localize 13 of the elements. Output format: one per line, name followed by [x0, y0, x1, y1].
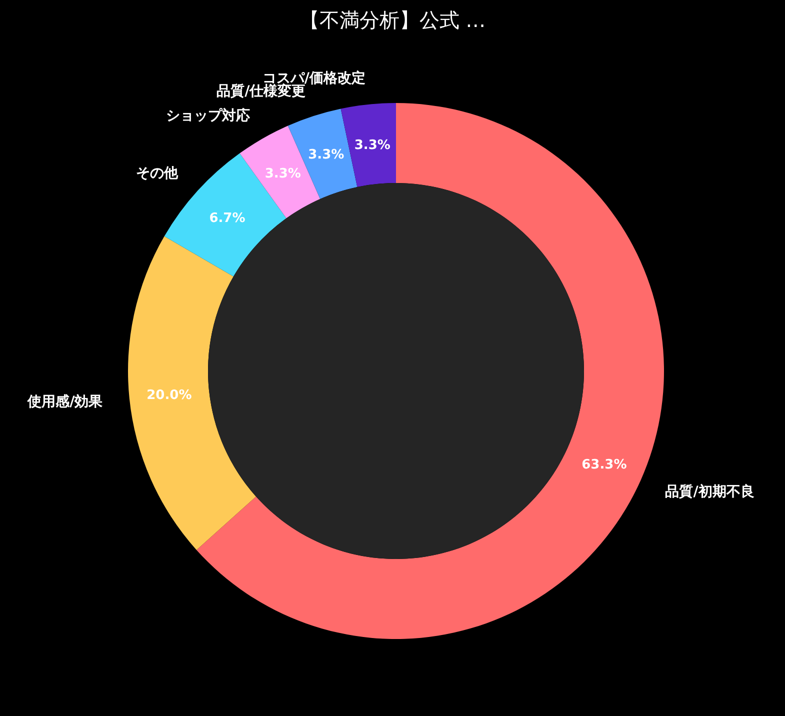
slice-label: 使用感/効果: [26, 394, 104, 410]
data-label: 3.3%: [264, 166, 301, 182]
slice-label: 品質/初期不良: [665, 483, 754, 500]
data-label: 20.0%: [146, 388, 192, 403]
data-label: 3.3%: [308, 148, 344, 163]
data-label: 3.3%: [354, 138, 390, 153]
chart-title: 【不満分析】公式 …: [299, 8, 486, 32]
slice-label: その他: [136, 166, 179, 182]
slice-label: ショップ対応: [166, 106, 250, 124]
donut-slice: [128, 236, 256, 550]
donut-slice: [196, 103, 664, 639]
data-label: 63.3%: [582, 457, 627, 472]
data-label: 6.7%: [209, 211, 246, 226]
